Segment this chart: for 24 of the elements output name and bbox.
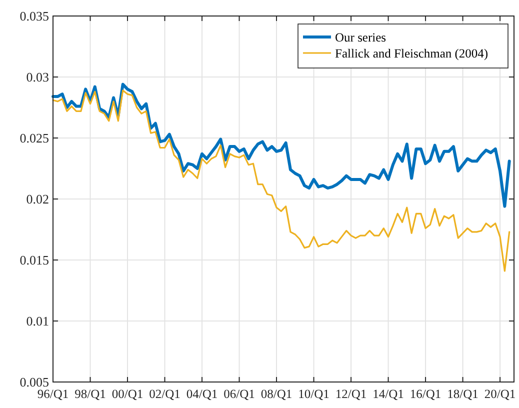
y-tick-label: 0.01 bbox=[26, 314, 49, 329]
x-tick-label: 98/Q1 bbox=[74, 387, 106, 401]
y-tick-label: 0.025 bbox=[20, 130, 49, 146]
x-tick-label: 06/Q1 bbox=[224, 387, 255, 401]
x-tick-label: 08/Q1 bbox=[260, 387, 292, 401]
line-series bbox=[52, 90, 510, 272]
y-tick-label: 0.02 bbox=[26, 192, 49, 207]
legend-label: Our series bbox=[335, 30, 386, 44]
x-tick-label: 14/Q1 bbox=[372, 387, 404, 401]
x-tick-label: 02/Q1 bbox=[149, 387, 180, 401]
x-tick-label: 18/Q1 bbox=[447, 387, 478, 401]
x-tick-label: 10/Q1 bbox=[298, 387, 330, 401]
y-tick-label: 0.035 bbox=[20, 8, 49, 24]
y-tick-label: 0.015 bbox=[20, 252, 49, 268]
x-tick-label: 16/Q1 bbox=[410, 387, 442, 401]
x-tick-label: 00/Q1 bbox=[112, 387, 144, 401]
x-tick-label: 04/Q1 bbox=[186, 387, 218, 401]
y-tick-label: 0.005 bbox=[20, 374, 49, 390]
legend-label: Fallick and Fleischman (2004) bbox=[335, 46, 488, 60]
x-tick-label: 20/Q1 bbox=[484, 387, 516, 401]
x-tick-label: 12/Q1 bbox=[335, 387, 367, 401]
x-tick-label: 96/Q1 bbox=[37, 387, 69, 401]
y-tick-label: 0.03 bbox=[26, 70, 49, 85]
line-series bbox=[52, 82, 511, 208]
